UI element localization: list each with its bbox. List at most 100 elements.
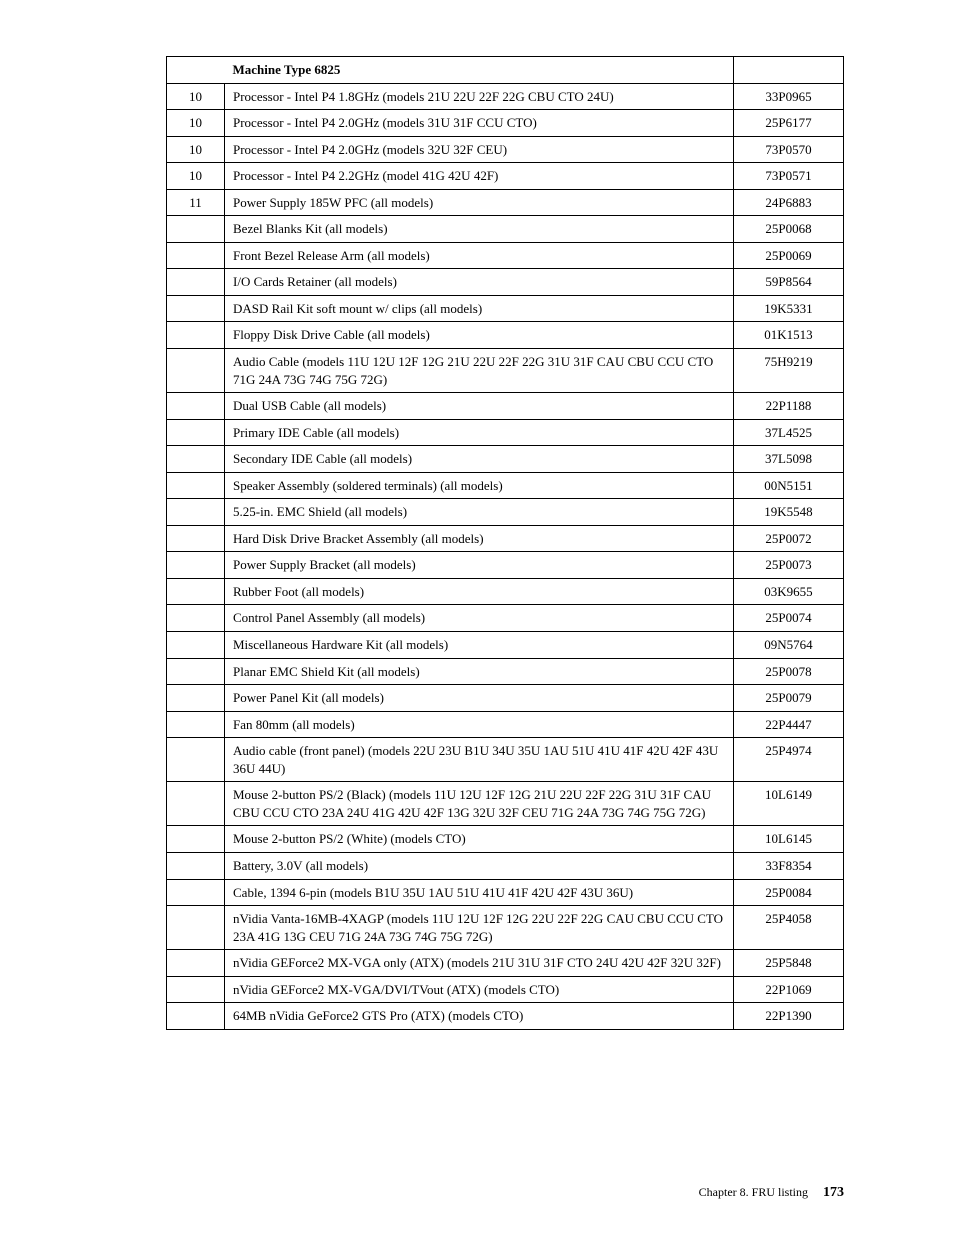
row-part-number: 25P0069 [734, 242, 844, 269]
table-row: Dual USB Cable (all models)22P1188 [167, 393, 844, 420]
row-description: Audio cable (front panel) (models 22U 23… [225, 738, 734, 782]
table-row: Rubber Foot (all models)03K9655 [167, 578, 844, 605]
table-row: 10Processor - Intel P4 2.2GHz (model 41G… [167, 163, 844, 190]
row-part-number: 25P0079 [734, 685, 844, 712]
row-description: Battery, 3.0V (all models) [225, 852, 734, 879]
table-row: Mouse 2-button PS/2 (Black) (models 11U … [167, 782, 844, 826]
row-part-number: 22P1390 [734, 1003, 844, 1030]
row-part-number: 19K5331 [734, 295, 844, 322]
footer-chapter: Chapter 8. FRU listing [699, 1185, 808, 1199]
row-part-number: 22P1188 [734, 393, 844, 420]
table-row: Mouse 2-button PS/2 (White) (models CTO)… [167, 826, 844, 853]
document-page: Machine Type 6825 10Processor - Intel P4… [0, 0, 954, 1235]
table-row: 5.25-in. EMC Shield (all models)19K5548 [167, 499, 844, 526]
row-part-number: 25P0084 [734, 879, 844, 906]
row-description: Audio Cable (models 11U 12U 12F 12G 21U … [225, 349, 734, 393]
table-row: Primary IDE Cable (all models)37L4525 [167, 419, 844, 446]
row-part-number: 37L5098 [734, 446, 844, 473]
row-part-number: 33F8354 [734, 852, 844, 879]
row-description: 5.25-in. EMC Shield (all models) [225, 499, 734, 526]
row-index [167, 852, 225, 879]
table-row: Power Supply Bracket (all models)25P0073 [167, 552, 844, 579]
row-description: Secondary IDE Cable (all models) [225, 446, 734, 473]
row-description: Speaker Assembly (soldered terminals) (a… [225, 472, 734, 499]
row-index [167, 605, 225, 632]
table-row: Floppy Disk Drive Cable (all models)01K1… [167, 322, 844, 349]
row-part-number: 25P6177 [734, 110, 844, 137]
row-index [167, 349, 225, 393]
row-index [167, 446, 225, 473]
footer-page-number: 173 [823, 1185, 844, 1200]
row-index: 10 [167, 83, 225, 110]
row-part-number: 37L4525 [734, 419, 844, 446]
row-description: Front Bezel Release Arm (all models) [225, 242, 734, 269]
row-index [167, 1003, 225, 1030]
row-part-number: 25P5848 [734, 950, 844, 977]
row-part-number: 75H9219 [734, 349, 844, 393]
row-index [167, 658, 225, 685]
row-index [167, 525, 225, 552]
table-row: 64MB nVidia GeForce2 GTS Pro (ATX) (mode… [167, 1003, 844, 1030]
row-index: 11 [167, 189, 225, 216]
table-row: Planar EMC Shield Kit (all models)25P007… [167, 658, 844, 685]
row-part-number: 25P0068 [734, 216, 844, 243]
row-part-number: 19K5548 [734, 499, 844, 526]
table-row: Bezel Blanks Kit (all models)25P0068 [167, 216, 844, 243]
row-index [167, 499, 225, 526]
row-description: Miscellaneous Hardware Kit (all models) [225, 632, 734, 659]
page-footer: Chapter 8. FRU listing 173 [699, 1185, 844, 1201]
row-index [167, 711, 225, 738]
row-index [167, 950, 225, 977]
table-row: Audio cable (front panel) (models 22U 23… [167, 738, 844, 782]
row-part-number: 01K1513 [734, 322, 844, 349]
table-body: 10Processor - Intel P4 1.8GHz (models 21… [167, 83, 844, 1029]
row-part-number: 25P0073 [734, 552, 844, 579]
row-index [167, 738, 225, 782]
table-row: DASD Rail Kit soft mount w/ clips (all m… [167, 295, 844, 322]
row-description: Floppy Disk Drive Cable (all models) [225, 322, 734, 349]
row-description: nVidia GEForce2 MX-VGA/DVI/TVout (ATX) (… [225, 976, 734, 1003]
table-row: Cable, 1394 6-pin (models B1U 35U 1AU 51… [167, 879, 844, 906]
parts-table: Machine Type 6825 10Processor - Intel P4… [166, 56, 844, 1030]
row-part-number: 22P4447 [734, 711, 844, 738]
row-description: Processor - Intel P4 2.0GHz (models 31U … [225, 110, 734, 137]
row-index [167, 826, 225, 853]
table-row: Battery, 3.0V (all models)33F8354 [167, 852, 844, 879]
row-description: Power Supply Bracket (all models) [225, 552, 734, 579]
row-part-number: 24P6883 [734, 189, 844, 216]
row-index [167, 322, 225, 349]
row-description: nVidia Vanta-16MB-4XAGP (models 11U 12U … [225, 906, 734, 950]
row-description: Mouse 2-button PS/2 (White) (models CTO) [225, 826, 734, 853]
row-description: 64MB nVidia GeForce2 GTS Pro (ATX) (mode… [225, 1003, 734, 1030]
row-part-number: 22P1069 [734, 976, 844, 1003]
row-index [167, 393, 225, 420]
table-row: Miscellaneous Hardware Kit (all models)0… [167, 632, 844, 659]
row-index [167, 685, 225, 712]
row-index [167, 242, 225, 269]
table-row: Speaker Assembly (soldered terminals) (a… [167, 472, 844, 499]
table-row: 10Processor - Intel P4 2.0GHz (models 32… [167, 136, 844, 163]
row-index [167, 552, 225, 579]
row-part-number: 10L6149 [734, 782, 844, 826]
row-index [167, 295, 225, 322]
row-part-number: 25P0074 [734, 605, 844, 632]
table-row: Fan 80mm (all models)22P4447 [167, 711, 844, 738]
row-description: Processor - Intel P4 1.8GHz (models 21U … [225, 83, 734, 110]
row-part-number: 00N5151 [734, 472, 844, 499]
row-description: Dual USB Cable (all models) [225, 393, 734, 420]
row-part-number: 73P0571 [734, 163, 844, 190]
row-description: Hard Disk Drive Bracket Assembly (all mo… [225, 525, 734, 552]
row-description: DASD Rail Kit soft mount w/ clips (all m… [225, 295, 734, 322]
row-description: Processor - Intel P4 2.2GHz (model 41G 4… [225, 163, 734, 190]
row-description: Mouse 2-button PS/2 (Black) (models 11U … [225, 782, 734, 826]
row-index [167, 906, 225, 950]
row-description: Power Panel Kit (all models) [225, 685, 734, 712]
table-header-blank2 [734, 57, 844, 84]
row-part-number: 09N5764 [734, 632, 844, 659]
row-description: Processor - Intel P4 2.0GHz (models 32U … [225, 136, 734, 163]
table-row: 10Processor - Intel P4 2.0GHz (models 31… [167, 110, 844, 137]
row-index [167, 419, 225, 446]
row-part-number: 25P4058 [734, 906, 844, 950]
table-row: 10Processor - Intel P4 1.8GHz (models 21… [167, 83, 844, 110]
table-row: Audio Cable (models 11U 12U 12F 12G 21U … [167, 349, 844, 393]
